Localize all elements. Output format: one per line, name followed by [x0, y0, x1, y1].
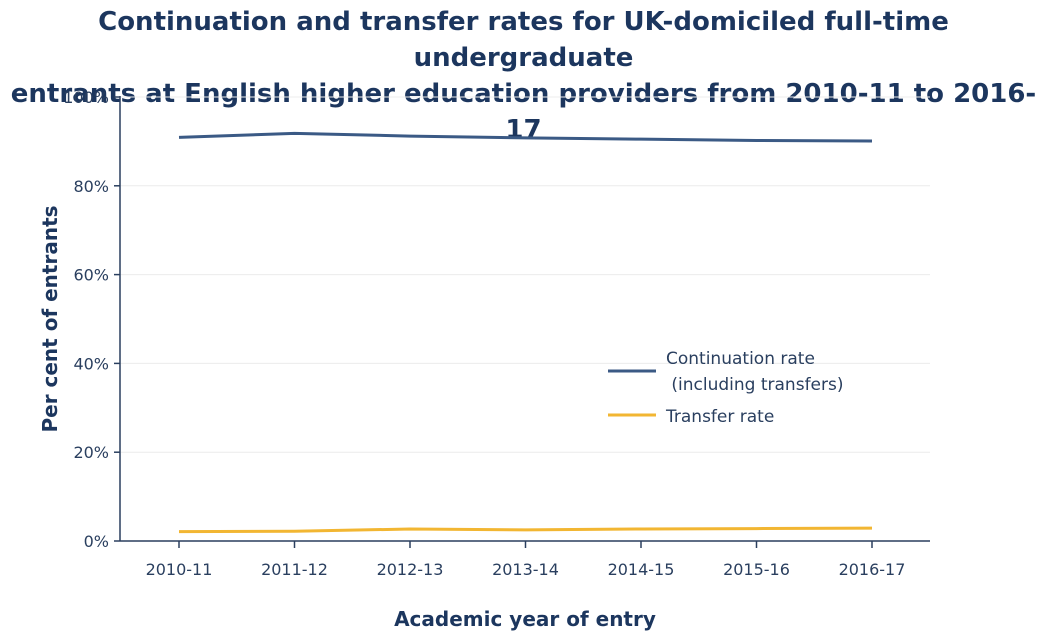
data-point-continuation-rate-2011-12 — [293, 132, 296, 135]
x-tick-label-2012-13: 2012-13 — [377, 560, 444, 579]
x-tick-label-2015-16: 2015-16 — [723, 560, 790, 579]
data-point-continuation-rate-2014-15 — [640, 138, 643, 141]
y-axis-title: Per cent of entrants — [38, 205, 62, 432]
data-point-transfer-rate-2010-11 — [178, 530, 181, 533]
series-line-continuation-rate — [178, 131, 873, 143]
legend: Continuation rate (including transfers) … — [608, 349, 844, 427]
data-point-transfer-rate-2016-17 — [871, 527, 874, 530]
x-axis-title: Academic year of entry — [394, 607, 656, 631]
chart-title-line-1: Continuation and transfer rates for UK-d… — [98, 7, 949, 73]
data-point-transfer-rate-2015-16 — [755, 527, 758, 530]
data-point-continuation-rate-2015-16 — [755, 139, 758, 142]
legend-label-continuation: Continuation rate — [666, 349, 815, 369]
data-point-transfer-rate-2011-12 — [293, 530, 296, 533]
data-point-continuation-rate-2010-11 — [178, 136, 181, 139]
legend-label-continuation-line-2: (including transfers) — [666, 375, 844, 395]
legend-label-transfer: Transfer rate — [665, 407, 774, 427]
x-tick-label-2010-11: 2010-11 — [146, 560, 213, 579]
x-axis-ticks: 2010-11 2011-12 2012-13 2013-14 2014-15 2015-… — [146, 541, 906, 579]
chart-title: Continuation and transfer rates for UK-d… — [0, 4, 1047, 148]
y-tick-label-40: 40% — [73, 354, 109, 373]
y-tick-label-0: 0% — [84, 532, 109, 551]
x-tick-label-2011-12: 2011-12 — [261, 560, 328, 579]
data-point-transfer-rate-2012-13 — [409, 528, 412, 531]
gridlines — [120, 96, 930, 453]
axes — [119, 96, 930, 542]
x-tick-label-2014-15: 2014-15 — [608, 560, 675, 579]
data-point-continuation-rate-2012-13 — [409, 135, 412, 138]
y-axis-ticks: 0% 20% 40% 60% 80% 100% — [63, 88, 120, 551]
y-tick-label-20: 20% — [73, 443, 109, 462]
data-point-continuation-rate-2013-14 — [524, 136, 527, 139]
data-point-transfer-rate-2013-14 — [524, 528, 527, 531]
y-tick-label-80: 80% — [73, 177, 109, 196]
data-point-transfer-rate-2014-15 — [640, 528, 643, 531]
series-lines — [178, 131, 874, 534]
x-tick-label-2013-14: 2013-14 — [492, 560, 559, 579]
chart-title-line-2: entrants at English higher education pro… — [10, 79, 1037, 145]
data-point-continuation-rate-2016-17 — [871, 139, 874, 142]
y-tick-label-100: 100% — [63, 88, 109, 107]
series-line-transfer-rate — [178, 526, 873, 534]
x-tick-label-2016-17: 2016-17 — [839, 560, 906, 579]
y-tick-label-60: 60% — [73, 266, 109, 285]
